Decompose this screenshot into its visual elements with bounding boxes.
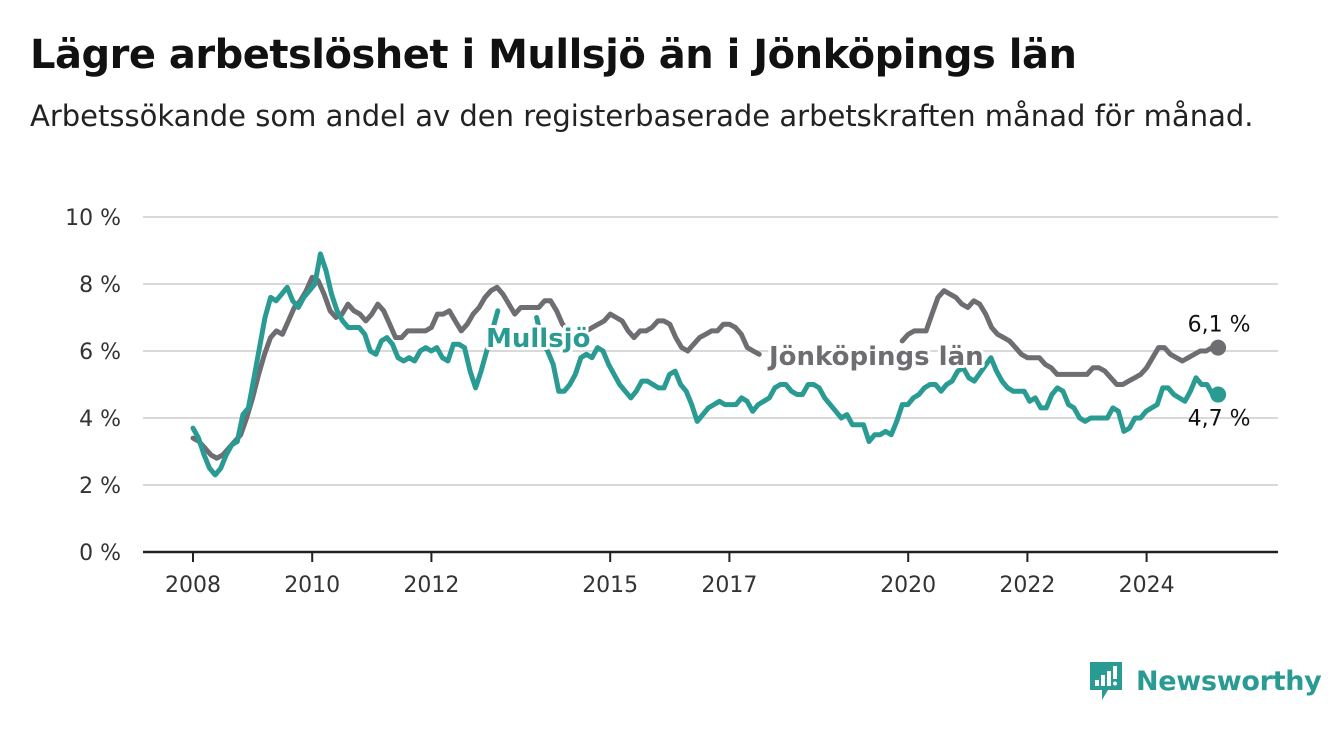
- x-tick-label: 2010: [284, 573, 340, 598]
- y-tick-label: 0 %: [79, 541, 121, 566]
- y-axis-ticks: 0 % 2 % 4 % 6 % 8 % 10 %: [65, 206, 121, 566]
- series-lines: [190, 251, 1227, 478]
- chart-subtitle: Arbetssökande som andel av den registerb…: [30, 99, 1254, 133]
- y-tick-label: 2 %: [79, 474, 121, 499]
- newsworthy-logo-icon: [1090, 662, 1122, 700]
- series-line-jonkopings-lan: [190, 274, 1221, 461]
- gridlines: [143, 216, 1278, 554]
- chart-title: Lägre arbetslöshet i Mullsjö än i Jönköp…: [30, 32, 1077, 78]
- x-axis-ticks: 2008 2010 2012 2015 2017 2020 2022 2024: [165, 552, 1175, 598]
- y-tick-label: 6 %: [79, 340, 121, 365]
- y-tick-label: 8 %: [79, 273, 121, 298]
- x-tick-label: 2024: [1119, 573, 1175, 598]
- series-labels: 6,1 % 4,7 % Mullsjö Jönköpings län: [483, 313, 1251, 432]
- series-label-jonkopings-lan: Jönköpings län: [767, 342, 984, 372]
- x-tick-label: 2022: [999, 573, 1055, 598]
- end-value-label-jonkopings-lan: 6,1 %: [1188, 313, 1251, 338]
- x-tick-label: 2017: [701, 573, 757, 598]
- y-tick-label: 4 %: [79, 407, 121, 432]
- series-label-mullsjo: Mullsjö: [486, 324, 590, 354]
- newsworthy-brand: Newsworthy: [1088, 660, 1322, 702]
- end-value-label-mullsjo: 4,7 %: [1188, 407, 1251, 432]
- x-tick-label: 2012: [403, 573, 459, 598]
- x-tick-label: 2015: [582, 573, 638, 598]
- end-point-mullsjo: [1210, 386, 1227, 403]
- end-point-jonkopings-lan: [1210, 339, 1227, 356]
- brand-name: Newsworthy: [1136, 665, 1322, 697]
- y-tick-label: 10 %: [65, 206, 121, 231]
- x-tick-label: 2008: [165, 573, 221, 598]
- x-tick-label: 2020: [880, 573, 936, 598]
- series-line-mullsjo: [190, 251, 1221, 478]
